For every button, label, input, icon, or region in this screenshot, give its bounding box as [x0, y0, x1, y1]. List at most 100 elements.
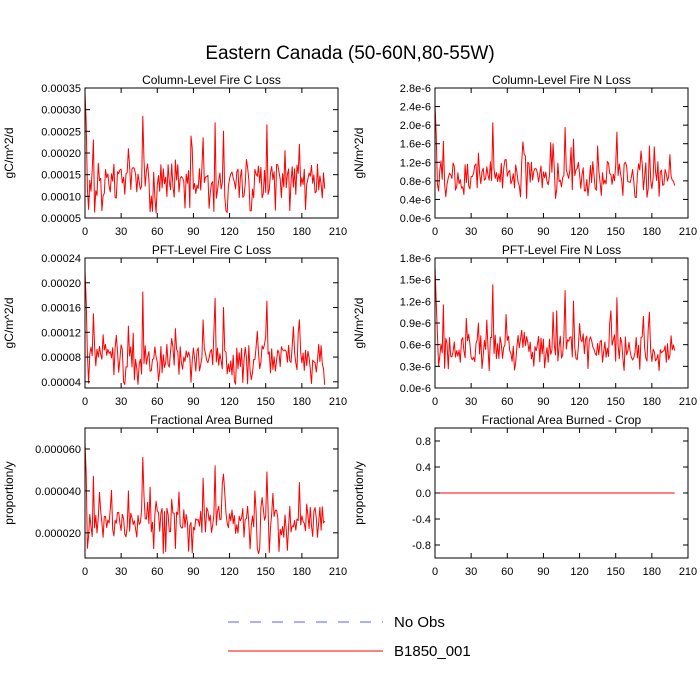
- y-tick-label-frac-area-burned-crop-1: -0.4: [412, 514, 431, 526]
- y-tick-label-frac-area-burned-2: 0.000060: [35, 444, 81, 456]
- x-tick-label-frac-area-burned-crop-5: 150: [607, 566, 625, 578]
- x-tick-label-pft-fire-n-4: 120: [570, 396, 588, 408]
- x-tick-label-frac-area-burned-6: 180: [293, 566, 311, 578]
- x-tick-label-frac-area-burned-5: 150: [257, 566, 275, 578]
- y-axis-label-pft-fire-n: gN/m^2/d: [352, 298, 366, 349]
- x-tick-label-col-fire-c-2: 60: [151, 226, 163, 238]
- x-tick-label-frac-area-burned-3: 90: [187, 566, 199, 578]
- series-line-col-fire-n-0: [434, 104, 676, 199]
- x-tick-label-col-fire-n-5: 150: [607, 226, 625, 238]
- x-tick-label-frac-area-burned-0: 0: [82, 566, 88, 578]
- x-tick-label-frac-area-burned-crop-0: 0: [432, 566, 438, 578]
- panel-frac-area-burned: Fractional Area Burned proportion/y 0 30 60 9…: [2, 413, 347, 578]
- series-line-pft-fire-c-0: [84, 270, 326, 385]
- y-tick-label-col-fire-c-5: 0.00030: [41, 105, 81, 117]
- x-tick-label-pft-fire-c-5: 150: [257, 396, 275, 408]
- y-tick-label-pft-fire-n-3: 0.9e-6: [400, 318, 431, 330]
- y-tick-label-pft-fire-n-0: 0.0e-6: [400, 383, 431, 395]
- panel-title-col-fire-n: Column-Level Fire N Loss: [492, 73, 631, 87]
- x-tick-label-pft-fire-n-6: 180: [643, 396, 661, 408]
- y-tick-label-frac-area-burned-crop-0: -0.8: [412, 540, 431, 552]
- y-tick-label-col-fire-c-3: 0.00020: [41, 148, 81, 160]
- y-tick-label-col-fire-c-1: 0.00010: [41, 191, 81, 203]
- x-tick-label-frac-area-burned-crop-4: 120: [570, 566, 588, 578]
- x-tick-label-frac-area-burned-crop-3: 90: [537, 566, 549, 578]
- x-tick-label-frac-area-burned-crop-1: 30: [465, 566, 477, 578]
- x-tick-label-frac-area-burned-2: 60: [151, 566, 163, 578]
- panel-title-frac-area-burned-crop: Fractional Area Burned - Crop: [482, 413, 642, 427]
- panel-frac-area-burned-crop: Fractional Area Burned - Crop proportion/…: [352, 413, 697, 578]
- panel-title-pft-fire-c: PFT-Level Fire C Loss: [152, 243, 271, 257]
- x-tick-label-col-fire-c-0: 0: [82, 226, 88, 238]
- x-tick-label-frac-area-burned-7: 210: [329, 566, 347, 578]
- x-tick-label-col-fire-n-7: 210: [679, 226, 697, 238]
- x-tick-label-col-fire-n-0: 0: [432, 226, 438, 238]
- x-tick-label-col-fire-c-5: 150: [257, 226, 275, 238]
- x-tick-label-pft-fire-c-4: 120: [220, 396, 238, 408]
- x-tick-label-pft-fire-c-0: 0: [82, 396, 88, 408]
- x-tick-label-pft-fire-c-2: 60: [151, 396, 163, 408]
- y-tick-label-col-fire-c-0: 0.00005: [41, 213, 81, 225]
- y-tick-label-col-fire-c-6: 0.00035: [41, 83, 81, 95]
- y-tick-label-pft-fire-c-0: 0.00004: [41, 377, 81, 389]
- x-tick-label-col-fire-c-7: 210: [329, 226, 347, 238]
- y-tick-label-pft-fire-c-5: 0.00024: [41, 253, 81, 265]
- x-tick-label-frac-area-burned-4: 120: [220, 566, 238, 578]
- series-line-col-fire-c-0: [84, 92, 326, 214]
- plot-frame-pft-fire-c: [84, 257, 339, 389]
- x-tick-label-pft-fire-n-2: 60: [501, 396, 513, 408]
- y-axis-label-pft-fire-c: gC/m^2/d: [2, 298, 16, 349]
- y-tick-label-pft-fire-n-5: 1.5e-6: [400, 275, 431, 287]
- y-tick-label-col-fire-n-6: 2.4e-6: [400, 102, 431, 114]
- y-tick-label-pft-fire-c-1: 0.00008: [41, 352, 81, 364]
- panel-title-col-fire-c: Column-Level Fire C Loss: [142, 73, 281, 87]
- y-tick-label-frac-area-burned-crop-2: 0.0: [416, 488, 431, 500]
- y-tick-label-frac-area-burned-crop-3: 0.4: [416, 462, 431, 474]
- x-tick-label-col-fire-n-1: 30: [465, 226, 477, 238]
- y-tick-label-col-fire-c-2: 0.00015: [41, 170, 81, 182]
- x-tick-label-pft-fire-n-3: 90: [537, 396, 549, 408]
- panel-pft-fire-n: PFT-Level Fire N Loss gN/m^2/d 0 30 60 90 120 1…: [352, 243, 697, 408]
- x-tick-label-col-fire-n-2: 60: [501, 226, 513, 238]
- y-tick-label-pft-fire-n-2: 0.6e-6: [400, 340, 431, 352]
- x-tick-label-frac-area-burned-crop-2: 60: [501, 566, 513, 578]
- legend-label-b1850: B1850_001: [394, 643, 471, 660]
- panel-title-pft-fire-n: PFT-Level Fire N Loss: [502, 243, 621, 257]
- y-tick-label-col-fire-n-5: 2.0e-6: [400, 120, 431, 132]
- y-tick-label-col-fire-n-1: 0.4e-6: [400, 194, 431, 206]
- panel-title-frac-area-burned: Fractional Area Burned: [150, 413, 273, 427]
- x-tick-label-col-fire-n-3: 90: [537, 226, 549, 238]
- plot-frame-col-fire-n: [434, 87, 689, 219]
- x-tick-label-col-fire-c-4: 120: [220, 226, 238, 238]
- x-tick-label-col-fire-c-6: 180: [293, 226, 311, 238]
- y-tick-label-frac-area-burned-1: 0.000040: [35, 486, 81, 498]
- series-line-frac-area-burned-0: [84, 442, 326, 554]
- x-tick-label-frac-area-burned-crop-7: 210: [679, 566, 697, 578]
- legend: No Obs B1850_001: [228, 614, 471, 660]
- x-tick-label-frac-area-burned-crop-6: 180: [643, 566, 661, 578]
- x-tick-label-frac-area-burned-1: 30: [115, 566, 127, 578]
- y-tick-label-col-fire-n-2: 0.8e-6: [400, 176, 431, 188]
- y-tick-label-pft-fire-c-4: 0.00020: [41, 278, 81, 290]
- y-tick-label-col-fire-n-0: 0.0e-6: [400, 213, 431, 225]
- x-tick-label-pft-fire-n-7: 210: [679, 396, 697, 408]
- panel-pft-fire-c: PFT-Level Fire C Loss gC/m^2/d 0 30 60 90 120 1…: [2, 243, 347, 408]
- y-tick-label-pft-fire-c-3: 0.00016: [41, 303, 81, 315]
- y-axis-label-col-fire-n: gN/m^2/d: [352, 128, 366, 179]
- plot-frame-frac-area-burned: [84, 427, 339, 559]
- x-tick-label-pft-fire-c-7: 210: [329, 396, 347, 408]
- y-tick-label-frac-area-burned-0: 0.000020: [35, 528, 81, 540]
- legend-label-no-obs: No Obs: [394, 614, 445, 631]
- panel-col-fire-n: Column-Level Fire N Loss gN/m^2/d 0 30 60 90 1…: [352, 73, 697, 238]
- x-tick-label-pft-fire-n-5: 150: [607, 396, 625, 408]
- x-tick-label-col-fire-n-6: 180: [643, 226, 661, 238]
- y-tick-label-col-fire-n-4: 1.6e-6: [400, 139, 431, 151]
- y-tick-label-col-fire-c-4: 0.00025: [41, 126, 81, 138]
- y-tick-label-col-fire-n-7: 2.8e-6: [400, 83, 431, 95]
- y-axis-label-frac-area-burned-crop: proportion/y: [352, 461, 366, 524]
- x-tick-label-pft-fire-c-1: 30: [115, 396, 127, 408]
- series-line-pft-fire-n-0: [434, 266, 676, 372]
- main-title: Eastern Canada (50-60N,80-55W): [205, 43, 494, 64]
